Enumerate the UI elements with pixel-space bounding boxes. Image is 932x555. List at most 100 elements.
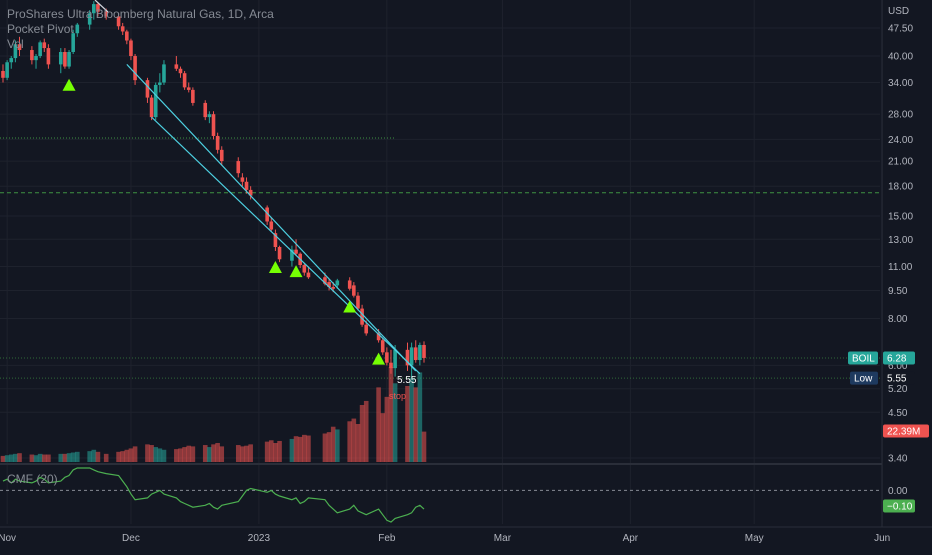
trend-line-top (94, 0, 109, 13)
candle-body (240, 177, 245, 182)
candle-body (203, 102, 208, 118)
candle-body (364, 324, 369, 334)
candle-body (145, 80, 150, 98)
cmf-layer (0, 467, 880, 523)
volume-bar (157, 448, 163, 462)
candle-body (244, 181, 249, 190)
y-tick-label: 15.00 (888, 211, 913, 222)
candle-body (96, 4, 100, 12)
x-tick-label: Dec (122, 533, 140, 544)
low-label-tag-bg (850, 371, 878, 385)
volume-bar (17, 453, 22, 462)
candle-body (385, 352, 389, 363)
volume-bar (405, 386, 410, 462)
candle-body (422, 344, 426, 358)
candle-body (277, 247, 282, 260)
y-tick-label: 47.50 (888, 24, 913, 35)
volume-bar (91, 449, 97, 462)
candle-body (75, 24, 80, 34)
volume-bar (128, 448, 134, 462)
volume-bar (240, 446, 245, 462)
candle-body (347, 280, 352, 289)
volume-bar (235, 445, 241, 462)
volume-bar (293, 436, 299, 462)
symbol-tag: BOIL (852, 353, 875, 364)
x-tick-label: Feb (378, 533, 396, 544)
y-tick-label: 11.00 (888, 262, 913, 273)
x-tick-label: Jun (874, 533, 890, 544)
y-tick-label: 5.20 (888, 384, 908, 395)
volume-bar (190, 446, 196, 462)
symbol-price-tag-bg (883, 351, 915, 365)
volume-bar (182, 447, 187, 462)
volume-bar (248, 444, 253, 462)
candle-body (104, 11, 108, 17)
axis-layer: USD 47.50 40.00 34.00 28.00 24.00 21.00 18.00 15… (848, 6, 929, 513)
volume-tag: 22.39M (887, 427, 920, 438)
cmf-label[interactable]: CMF (20) (7, 472, 58, 486)
candle-body (376, 333, 381, 341)
pocket-pivot-marker (268, 260, 282, 273)
candle-body (67, 51, 71, 67)
pocket-pivot-marker (62, 78, 76, 91)
candle-body (389, 362, 393, 369)
y-tick-label: 4.50 (888, 408, 908, 419)
volume-bar (178, 448, 183, 462)
candle-body (30, 50, 34, 61)
volume-bar (413, 387, 419, 462)
volume-bar (37, 453, 43, 462)
volume-bar (347, 421, 353, 462)
volume-bar (335, 429, 340, 462)
volume-bar (268, 440, 274, 462)
candle-body (211, 114, 216, 136)
volume-bar (66, 453, 72, 462)
candle-body (153, 84, 158, 118)
y-tick-label: 8.00 (888, 314, 908, 325)
volume-bar (409, 377, 414, 462)
y-tick-label: 40.00 (888, 52, 913, 63)
candle-body (87, 13, 92, 25)
candle-body (290, 249, 294, 261)
chart-title: ProShares Ultra Bloomberg Natural Gas, 1… (7, 7, 274, 21)
candle-body (356, 295, 360, 309)
stop-annotation: stop (389, 391, 406, 401)
volume-bar (145, 444, 150, 462)
volume-label[interactable]: Vol (7, 37, 24, 51)
indicator-label[interactable]: Pocket Pivot (7, 22, 74, 36)
channel-layer (94, 0, 421, 375)
candle-body (323, 277, 327, 284)
volume-bar (8, 454, 14, 462)
volume-bar (202, 445, 208, 462)
volume-bar (74, 451, 80, 462)
channel-lower-line (151, 116, 421, 375)
volume-bar (219, 446, 225, 462)
candle-body (120, 26, 125, 32)
annotation-layer: 5.55 stop (389, 375, 417, 401)
volume-bar (161, 449, 167, 462)
volume-bar (13, 453, 18, 462)
candle-body (236, 161, 241, 174)
channel-upper-line (126, 63, 417, 372)
cmf-tick-label: 0.00 (888, 486, 908, 497)
volume-bar (244, 445, 249, 462)
volume-bar (87, 451, 92, 462)
candle-body (248, 189, 253, 196)
volume-bar (120, 451, 125, 462)
candle-body (149, 97, 154, 118)
volume-bar (46, 454, 51, 462)
volume-bar (174, 449, 179, 462)
volume-bar (0, 455, 6, 462)
candle-body (409, 347, 414, 366)
candle-body (273, 233, 278, 248)
volume-bar (363, 400, 369, 462)
candle-body (191, 89, 195, 103)
volume-bar (376, 387, 381, 462)
candle-body (215, 135, 220, 150)
cmf-line (2, 467, 425, 523)
volume-bar (264, 441, 270, 462)
candle-body (125, 31, 129, 41)
volume-bar (421, 431, 427, 462)
volume-bar (33, 455, 39, 462)
